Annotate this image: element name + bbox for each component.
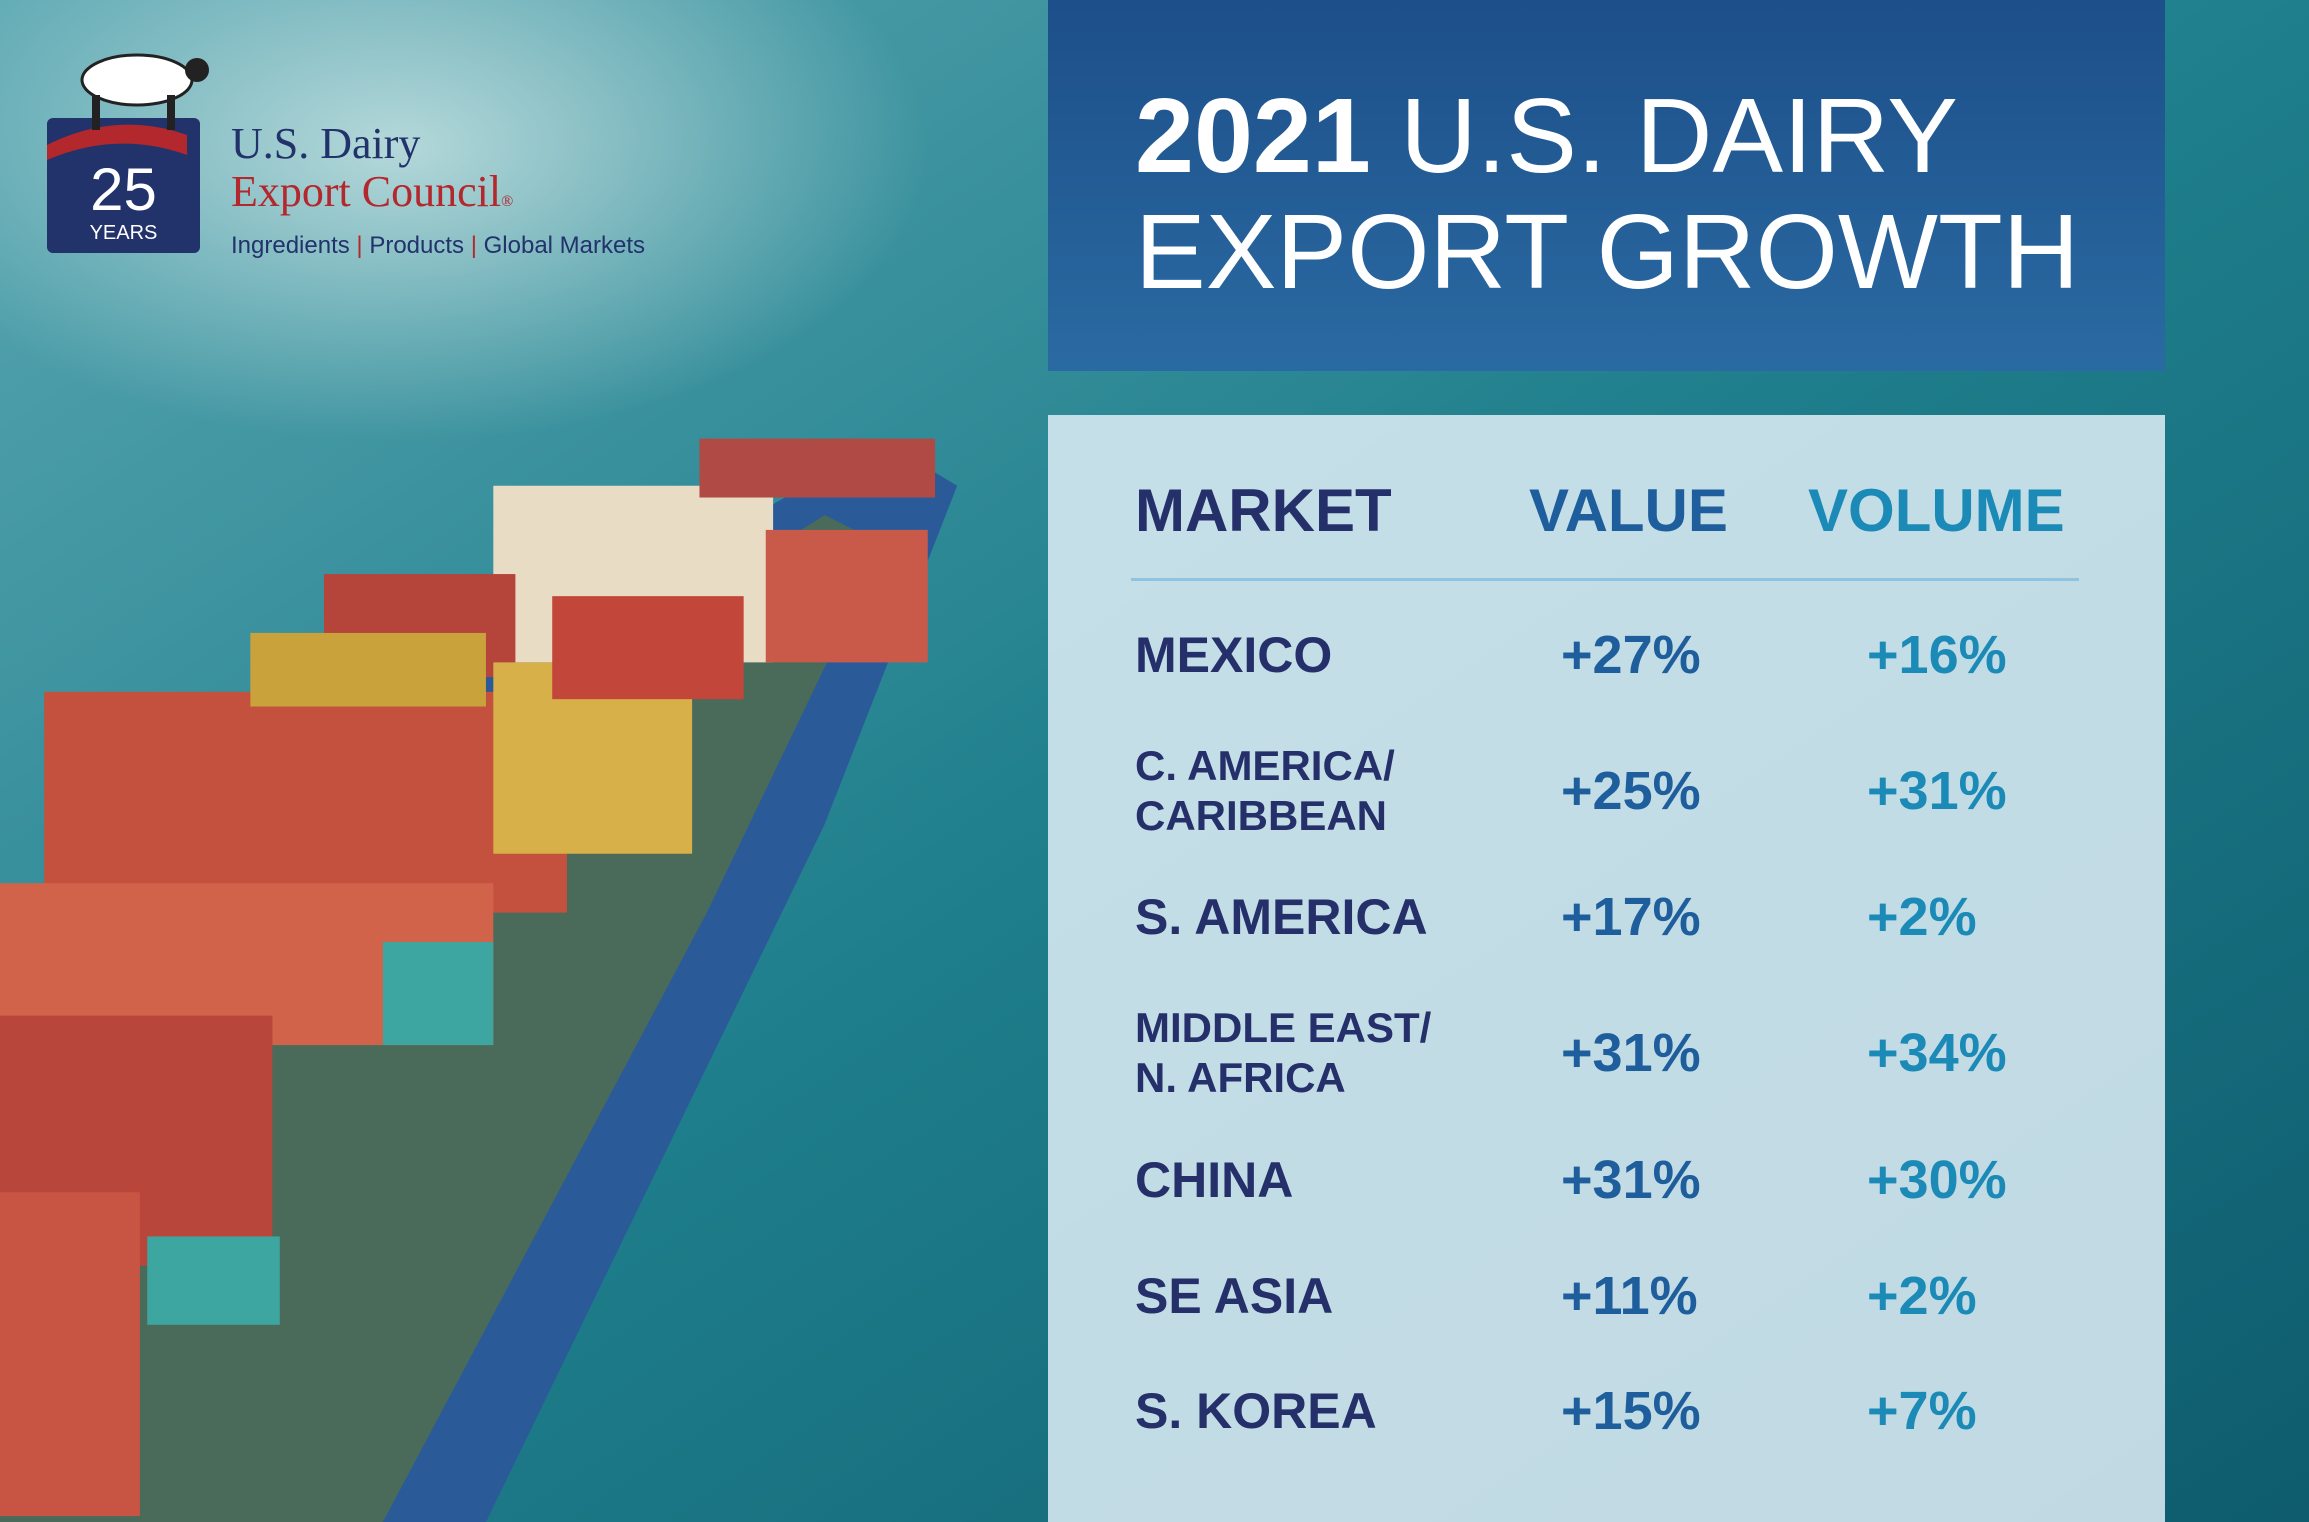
logo-tagline: Ingredients | Products | Global Markets (231, 232, 646, 259)
market-name: S. KOREA (1135, 1383, 1377, 1439)
tagline-item: Ingredients (231, 232, 350, 259)
column-header: VALUE (1529, 477, 1728, 544)
title-year: 2021 (1135, 77, 1371, 195)
containers (0, 438, 936, 1517)
market-name: C. AMERICA/ (1135, 742, 1395, 789)
volume-growth: +7% (1867, 1381, 1977, 1441)
value-growth: +25% (1561, 761, 1701, 821)
market-name: CARIBBEAN (1135, 792, 1387, 839)
table-panel (1048, 415, 2165, 1522)
market-name: N. AFRICA (1135, 1054, 1346, 1101)
volume-growth: +31% (1867, 761, 2007, 821)
volume-growth: +2% (1867, 887, 1977, 947)
volume-growth: +2% (1867, 1266, 1977, 1326)
market-name: CHINA (1135, 1152, 1294, 1208)
tagline-item: Products (369, 232, 465, 259)
column-header: VOLUME (1808, 477, 2065, 544)
logo-name-line1: U.S. Dairy (231, 119, 421, 168)
volume-growth: +30% (1867, 1150, 2007, 1210)
header-rule (1131, 578, 2079, 581)
title-line2: EXPORT GROWTH (1135, 193, 2080, 311)
volume-growth: +34% (1867, 1023, 2007, 1083)
market-name: MEXICO (1135, 627, 1333, 683)
market-name: MIDDLE EAST/ (1135, 1004, 1432, 1051)
value-growth: +11% (1561, 1266, 1698, 1326)
title-box (1048, 0, 2165, 371)
logo-registered: ® (501, 193, 514, 210)
volume-growth: +16% (1867, 625, 2007, 685)
logo-years-label: YEARS (89, 222, 158, 244)
tagline-item: Global Markets (483, 232, 646, 259)
value-growth: +15% (1561, 1381, 1701, 1441)
logo-name-text: Export Council (231, 167, 502, 216)
value-growth: +17% (1561, 887, 1701, 947)
market-name: SE ASIA (1135, 1268, 1334, 1324)
logo-years-number: 25 (90, 156, 157, 223)
logo-cow (47, 53, 209, 160)
value-growth: +31% (1561, 1023, 1701, 1083)
title-text: U.S. DAIRY (1400, 77, 1958, 195)
logo-name-line2: Export Council® (231, 166, 513, 217)
value-growth: +27% (1561, 625, 1701, 685)
title-line1: 2021 U.S. DAIRY (1135, 76, 1958, 196)
value-growth: +31% (1561, 1150, 1701, 1210)
market-name: S. AMERICA (1135, 889, 1428, 945)
column-header: MARKET (1135, 477, 1392, 544)
